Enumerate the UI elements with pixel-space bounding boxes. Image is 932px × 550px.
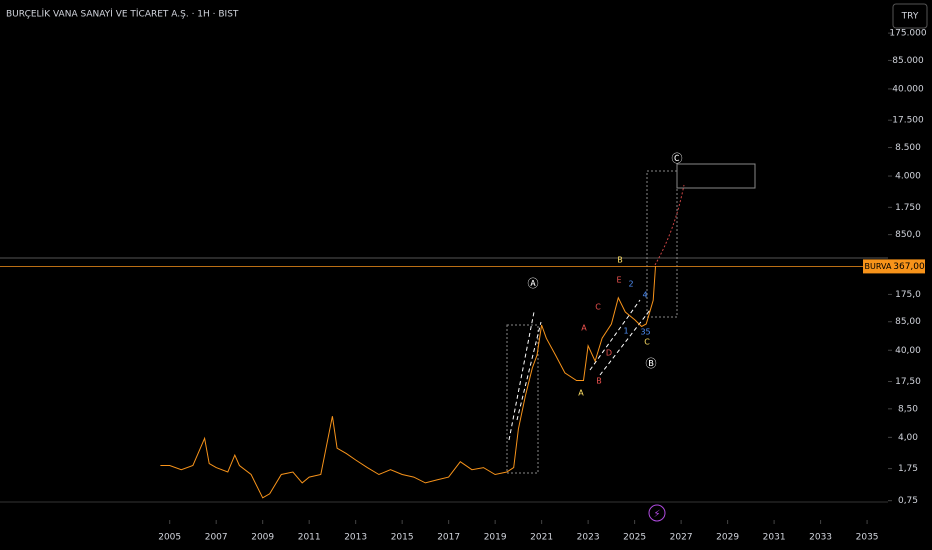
wave-label: A: [578, 389, 584, 398]
event-icon-glyph: ⚡: [653, 509, 660, 520]
price-line: [160, 266, 656, 499]
wave-label: 3: [640, 328, 645, 337]
x-tick-label: 2017: [437, 533, 460, 543]
wave-label: A: [581, 324, 587, 333]
price-tag-bg: [893, 259, 925, 274]
x-tick-label: 2031: [763, 533, 786, 543]
price-tag: 367,00: [893, 262, 925, 272]
x-tick-label: 2019: [484, 533, 507, 543]
target-box: [676, 163, 756, 189]
y-tick-label: 175,0: [895, 290, 921, 300]
range-box: [646, 170, 678, 318]
y-tick-label: 0,75: [898, 496, 918, 506]
currency-label[interactable]: TRY: [901, 12, 919, 22]
y-tick-label: 85.000: [892, 56, 924, 66]
x-tick-label: 2023: [577, 533, 600, 543]
symbol-tag: BURVA: [865, 262, 892, 271]
x-tick-label: 2005: [158, 533, 181, 543]
wave-label: B: [617, 256, 623, 265]
wave-label: C: [595, 303, 601, 312]
wave-label: 1: [623, 327, 628, 336]
x-tick-label: 2007: [205, 533, 228, 543]
wave-label: B: [596, 377, 602, 386]
x-tick-label: 2015: [391, 533, 414, 543]
y-tick-label: 8,50: [898, 404, 918, 414]
y-tick-label: 17,50: [895, 377, 921, 387]
y-tick-label: 85,00: [895, 317, 921, 327]
y-tick-label: 40,00: [895, 346, 921, 356]
y-tick-label: 17.500: [892, 116, 924, 126]
x-tick-label: 2009: [251, 533, 274, 543]
wave-label: E: [616, 276, 621, 285]
x-tick-label: 2011: [298, 533, 321, 543]
y-tick-label: 40.000: [892, 84, 924, 94]
wave-label: C: [644, 338, 650, 347]
x-tick-label: 2035: [856, 533, 879, 543]
y-tick-label: 1.750: [895, 203, 921, 213]
x-tick-label: 2021: [530, 533, 553, 543]
wave-label: 2: [628, 280, 633, 289]
chart-title: BURÇELİK VANA SANAYİ VE TİCARET A.Ş. · 1…: [6, 9, 239, 20]
range-box: [506, 324, 539, 474]
y-tick-label: 4,00: [898, 433, 918, 443]
wave-label: 4: [642, 291, 647, 300]
symbol-tag-bg: [863, 259, 893, 274]
currency-button[interactable]: [892, 3, 928, 29]
x-tick-label: 2029: [716, 533, 739, 543]
x-tick-label: 2013: [344, 533, 367, 543]
wave-label: Ⓑ: [646, 357, 657, 370]
y-tick-label: 850,0: [895, 230, 921, 240]
x-tick-label: 2033: [809, 533, 832, 543]
wave-label: D: [606, 349, 612, 358]
y-tick-label: 175.000: [889, 29, 926, 39]
y-tick-label: 1,75: [898, 464, 918, 474]
wave-label: Ⓒ: [672, 152, 683, 165]
wave-label: 5: [645, 328, 650, 337]
y-tick-label: 4.000: [895, 172, 921, 182]
wave-label: Ⓐ: [528, 277, 539, 290]
x-tick-label: 2025: [623, 533, 646, 543]
x-tick-label: 2027: [670, 533, 693, 543]
projection: [654, 184, 685, 266]
channel-line: [508, 299, 651, 441]
event-icon[interactable]: [648, 504, 666, 522]
y-tick-label: 8.500: [895, 143, 921, 153]
